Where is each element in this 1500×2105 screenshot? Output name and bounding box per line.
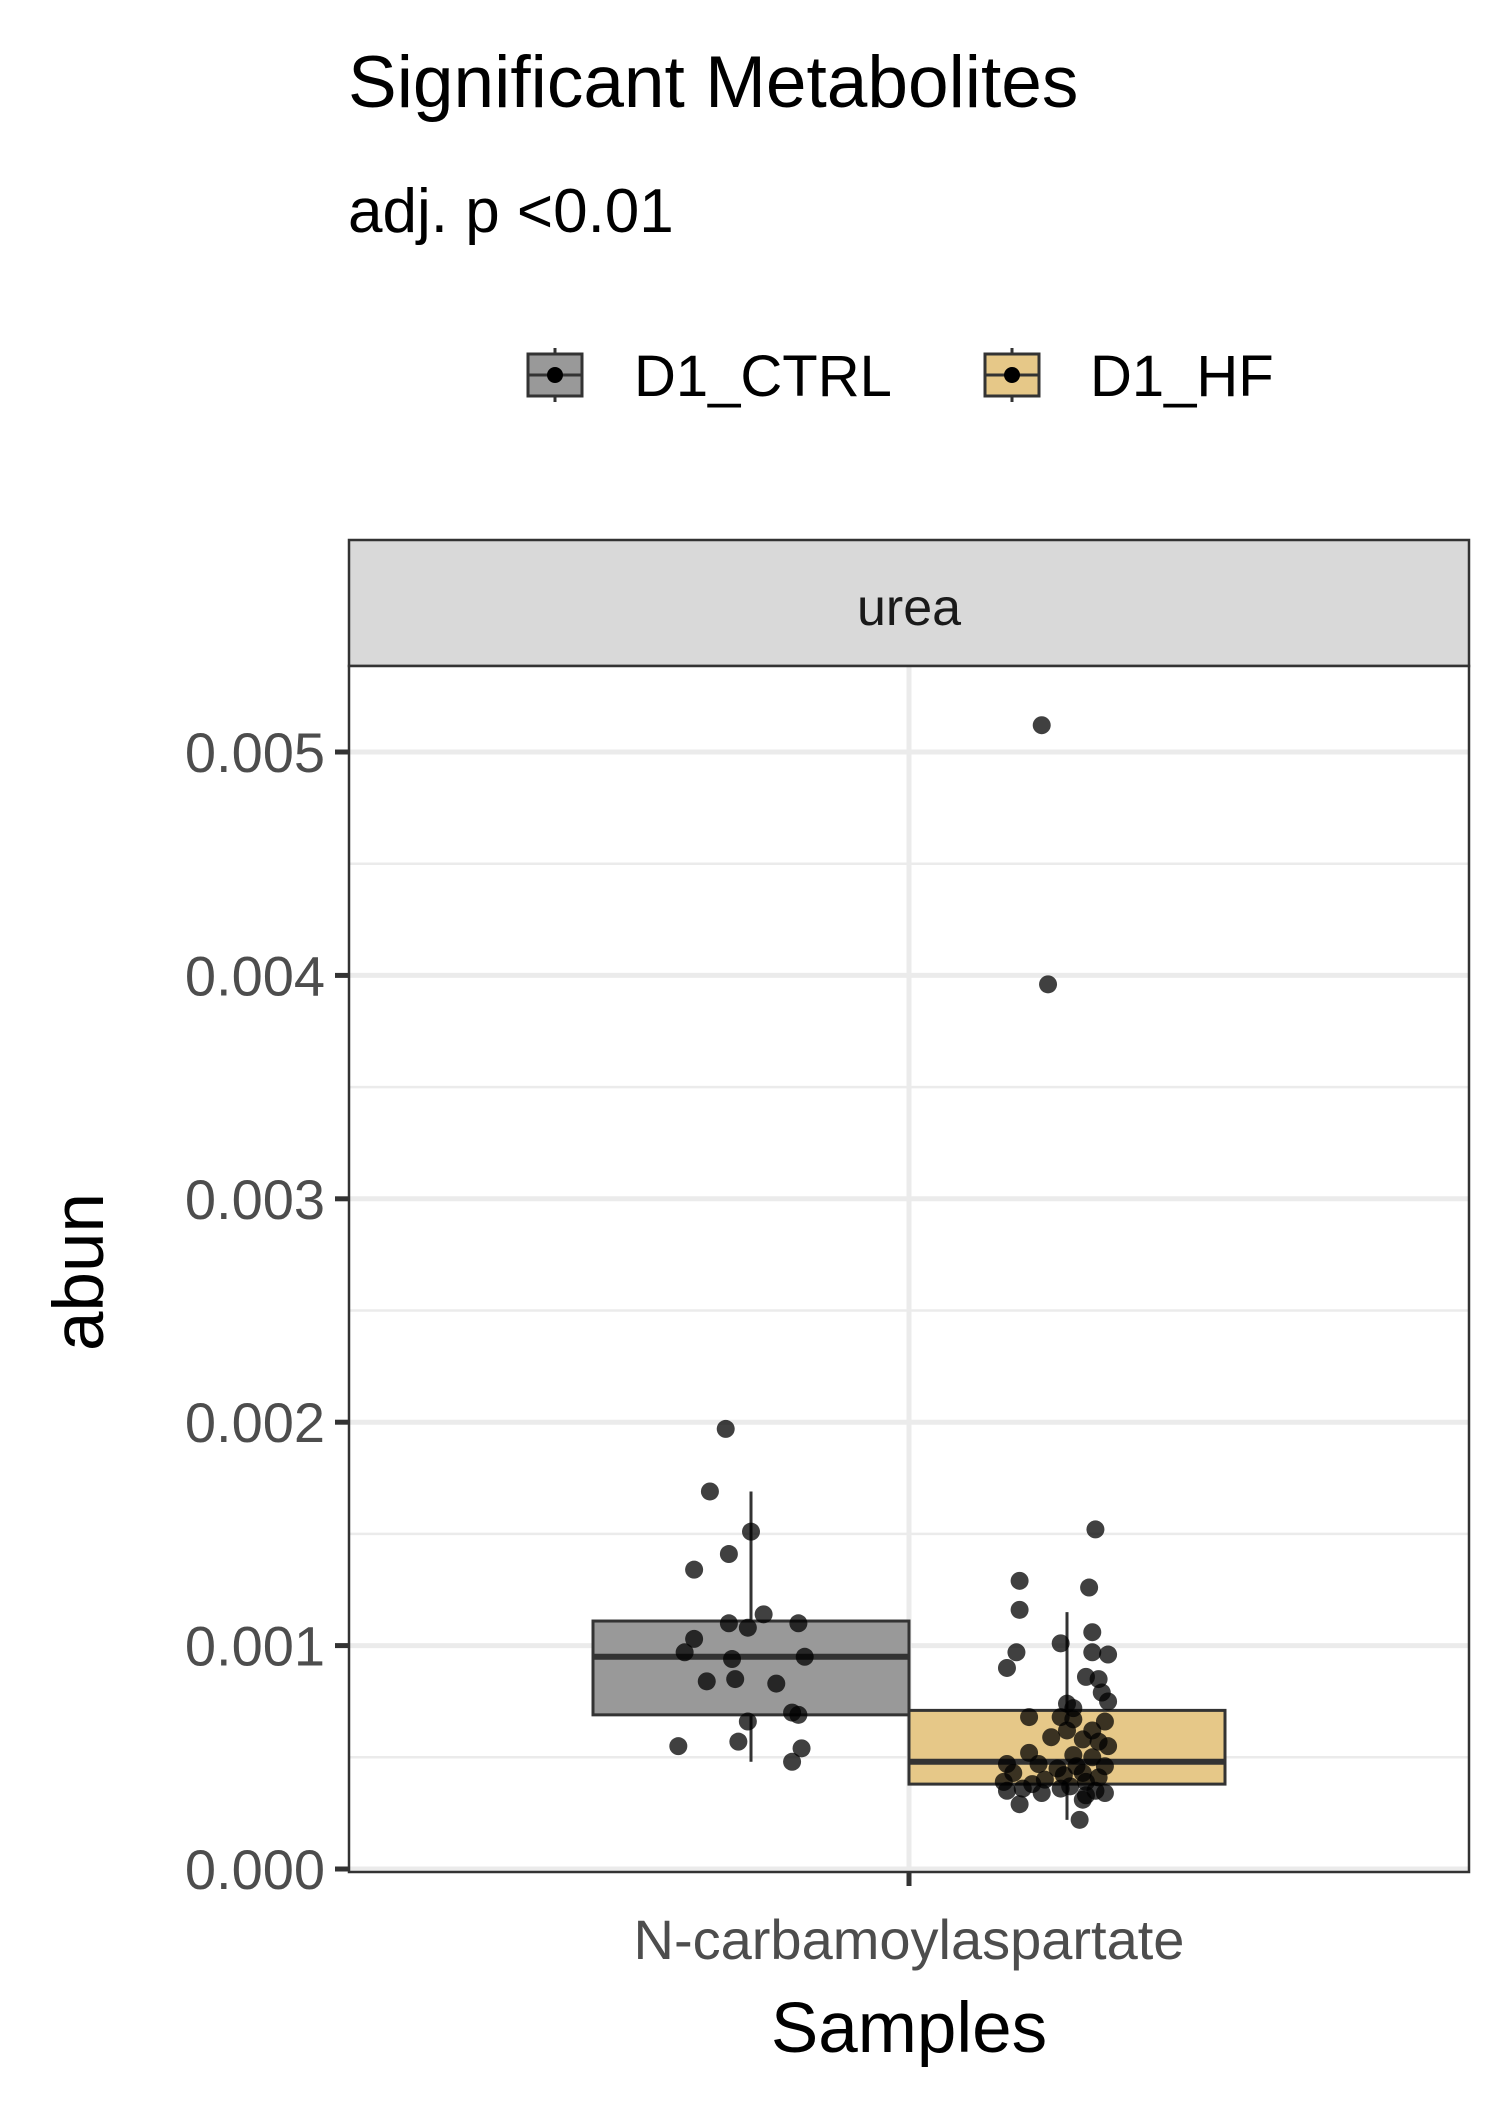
chart-subtitle: adj. p <0.01 [348, 177, 674, 246]
data-point [719, 1545, 738, 1564]
data-point [1010, 1600, 1029, 1619]
y-tick-label: 0.001 [185, 1615, 325, 1678]
data-point [675, 1643, 694, 1662]
data-point [1020, 1708, 1039, 1727]
data-point [789, 1614, 808, 1633]
data-point [1086, 1520, 1105, 1539]
facet-strip-label: urea [857, 579, 961, 637]
data-point [1032, 1784, 1051, 1803]
data-point [1083, 1643, 1102, 1662]
legend-label: D1_HF [1090, 344, 1274, 409]
data-point [1080, 1578, 1099, 1597]
data-point [997, 1658, 1016, 1677]
data-point [1010, 1571, 1029, 1590]
data-point [1070, 1810, 1089, 1829]
data-point [669, 1737, 688, 1756]
data-point [1007, 1643, 1026, 1662]
data-point [1051, 1634, 1070, 1653]
x-axis-label: Samples [771, 1989, 1047, 2068]
data-point [997, 1781, 1016, 1800]
data-point [1058, 1721, 1076, 1740]
data-point [1029, 1755, 1048, 1774]
data-point [1095, 1712, 1114, 1731]
data-point [1039, 975, 1058, 994]
data-point [742, 1522, 760, 1541]
y-tick-label: 0.004 [185, 944, 325, 1007]
x-axis: N-carbamoylaspartate [634, 1872, 1185, 1971]
data-point [754, 1605, 773, 1624]
data-point [1073, 1730, 1092, 1749]
data-point [1089, 1670, 1108, 1689]
y-tick-label: 0.002 [185, 1391, 325, 1454]
data-point [1099, 1737, 1118, 1756]
data-point [1083, 1748, 1102, 1767]
legend-key-point [547, 367, 563, 383]
data-point [1051, 1779, 1070, 1798]
points [669, 716, 1118, 1829]
data-point [685, 1629, 704, 1648]
facet-strip [347, 538, 1471, 668]
data-point [792, 1739, 811, 1758]
y-tick-label: 0.005 [185, 721, 325, 784]
y-tick-label: 0.003 [185, 1168, 325, 1231]
data-point [1095, 1784, 1114, 1803]
data-point [1042, 1728, 1061, 1747]
y-axis-label: abun [40, 1193, 119, 1351]
data-point [738, 1618, 757, 1637]
data-point [729, 1732, 748, 1751]
data-point [700, 1482, 719, 1501]
data-point [1099, 1645, 1118, 1664]
data-point [1083, 1623, 1102, 1642]
legend-item-d1-hf: D1_HF [983, 344, 1274, 409]
data-point [697, 1672, 716, 1691]
data-point [1032, 716, 1051, 735]
y-axis: 0.000 0.001 0.002 0.003 0.004 0.005 [185, 721, 349, 1901]
legend-key-point [1004, 367, 1020, 383]
data-point [1099, 1692, 1118, 1711]
data-point [726, 1670, 745, 1689]
data-point [783, 1752, 802, 1771]
data-point [795, 1647, 814, 1666]
data-point [716, 1419, 735, 1438]
legend-label: D1_CTRL [634, 344, 892, 409]
data-point [723, 1650, 742, 1669]
chart-title: Significant Metabolites [348, 42, 1078, 123]
data-point [738, 1712, 757, 1731]
data-point [1073, 1790, 1092, 1809]
data-point [719, 1614, 738, 1633]
y-tick-label: 0.000 [185, 1838, 325, 1901]
data-point [1051, 1708, 1070, 1727]
legend: D1_CTRL D1_HF [526, 344, 1274, 409]
data-point [1010, 1795, 1029, 1814]
legend-item-d1-ctrl: D1_CTRL [526, 344, 892, 409]
x-tick-label: N-carbamoylaspartate [634, 1908, 1185, 1971]
data-point [789, 1705, 808, 1724]
data-point [685, 1560, 704, 1579]
data-point [767, 1674, 786, 1693]
data-point [1013, 1779, 1032, 1798]
